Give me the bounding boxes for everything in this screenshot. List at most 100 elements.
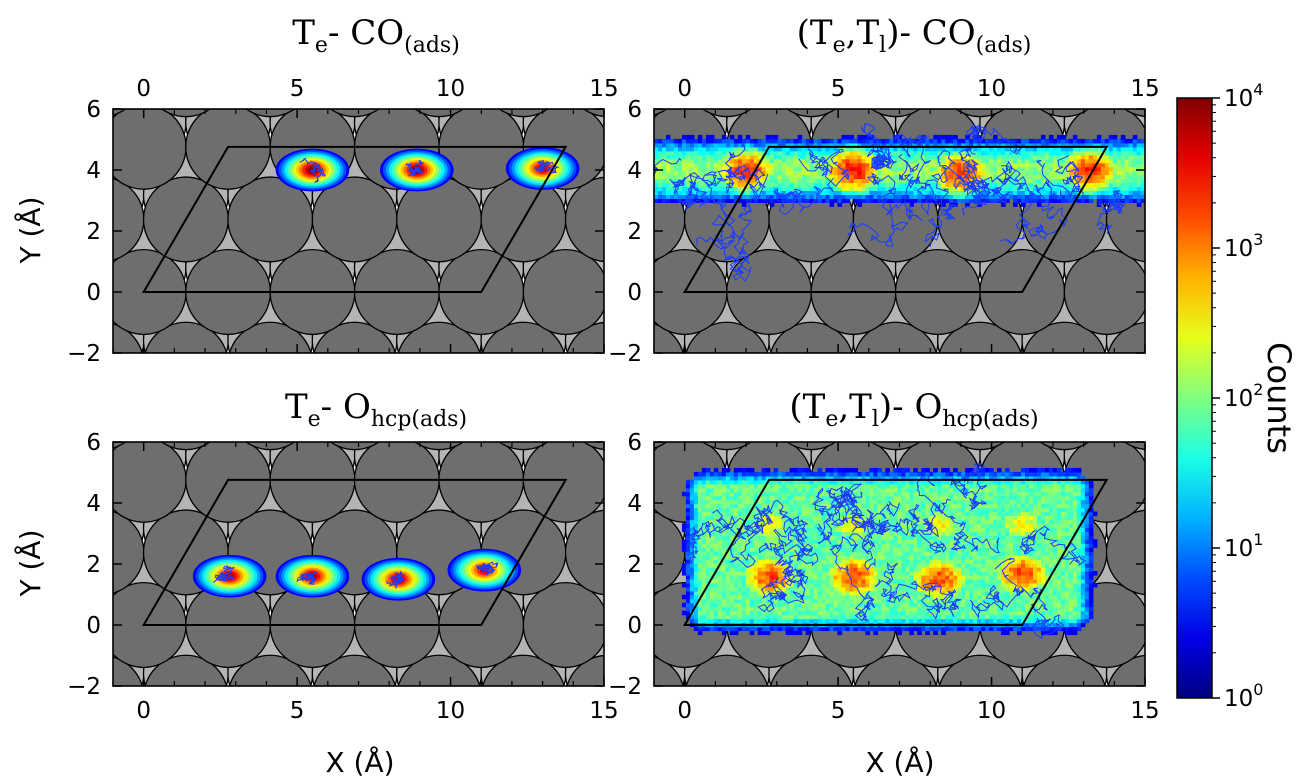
second-layer-atom <box>59 7 144 92</box>
density-cell <box>693 590 699 596</box>
density-cell <box>849 602 855 608</box>
density-cell <box>1092 186 1098 192</box>
density-cell <box>833 194 839 199</box>
density-cell <box>769 586 775 592</box>
density-cell <box>865 495 871 501</box>
second-layer-atom <box>481 7 566 92</box>
density-cell <box>713 535 719 540</box>
density-cell <box>781 567 787 572</box>
density-cell <box>789 555 795 560</box>
density-cell <box>721 527 727 532</box>
density-cell <box>913 186 918 192</box>
density-cell <box>1132 186 1138 192</box>
density-cell <box>909 146 914 152</box>
density-cell <box>749 162 755 168</box>
density-cell <box>853 574 859 580</box>
density-cell <box>669 154 675 160</box>
density-cell <box>1088 150 1094 156</box>
density-cell <box>681 146 687 152</box>
density-cell <box>845 578 851 584</box>
density-cell <box>733 594 739 600</box>
density-cell <box>817 574 823 580</box>
top-layer-atom <box>244 442 296 451</box>
density-cell <box>745 590 751 596</box>
density-cell <box>753 487 759 493</box>
density-cell <box>1044 158 1050 164</box>
density-cell <box>677 182 683 188</box>
density-cell <box>993 138 998 144</box>
density-cell <box>753 535 759 540</box>
density-cell <box>1096 178 1102 184</box>
density-cell <box>845 590 851 596</box>
density-cell <box>793 574 799 580</box>
density-cell <box>809 138 815 144</box>
density-cell <box>873 503 879 509</box>
density-cell <box>693 491 699 497</box>
density-cell <box>717 598 723 604</box>
density-cell <box>697 170 703 176</box>
density-cell <box>817 170 823 176</box>
density-cell <box>837 527 843 532</box>
density-cell <box>769 154 775 160</box>
density-cell <box>713 547 719 552</box>
density-cell <box>761 499 767 505</box>
density-cell <box>713 150 719 156</box>
density-cell <box>1052 198 1058 203</box>
density-cell <box>877 150 882 156</box>
density-cell <box>725 150 731 156</box>
density-cell <box>865 594 871 600</box>
density-cell <box>1084 150 1090 156</box>
density-cell <box>1068 166 1074 172</box>
density-cell <box>1040 194 1046 199</box>
density-cell <box>685 142 691 148</box>
density-cell <box>749 578 755 584</box>
density-heatmap <box>654 122 1145 282</box>
density-cell <box>913 198 918 203</box>
density-cell <box>737 618 743 624</box>
density-cell <box>889 606 894 612</box>
density-cell <box>757 539 763 544</box>
density-cell <box>841 531 847 536</box>
density-cell <box>701 507 707 513</box>
density-cell <box>797 475 803 481</box>
density-cell <box>873 198 879 203</box>
density-cell <box>697 162 703 168</box>
density-cell <box>849 586 855 592</box>
density-cell <box>813 571 819 576</box>
density-cell <box>917 198 922 203</box>
density-cell <box>861 142 867 148</box>
density-cell <box>909 190 914 195</box>
density-cell <box>697 630 703 636</box>
density-cell <box>929 162 934 168</box>
density-cell <box>769 539 775 544</box>
density-cell <box>845 166 851 172</box>
density-cell <box>885 626 890 632</box>
density-cell <box>757 594 763 600</box>
density-cell <box>1052 190 1058 195</box>
density-cell <box>753 551 759 556</box>
density-cell <box>721 186 727 192</box>
density-cell <box>861 511 867 517</box>
density-cell <box>665 174 671 180</box>
density-cell <box>825 586 831 592</box>
density-cell <box>809 487 815 493</box>
density-cell <box>865 626 871 632</box>
density-cell <box>1108 138 1114 144</box>
density-cell <box>761 142 767 148</box>
density-cell <box>693 578 699 584</box>
density-cell <box>1056 150 1062 156</box>
density-cell <box>725 198 731 203</box>
density-cell <box>689 198 695 203</box>
density-cell <box>709 483 715 489</box>
density-cell <box>785 559 791 564</box>
density-cell <box>654 198 659 203</box>
density-cell <box>857 559 863 564</box>
density-cell <box>837 606 843 612</box>
density-cell <box>657 146 663 152</box>
density-cell <box>765 610 771 616</box>
density-cell <box>873 586 879 592</box>
density-cell <box>825 610 831 616</box>
y-tick-label: 4 <box>86 491 101 517</box>
density-cell <box>885 190 890 195</box>
